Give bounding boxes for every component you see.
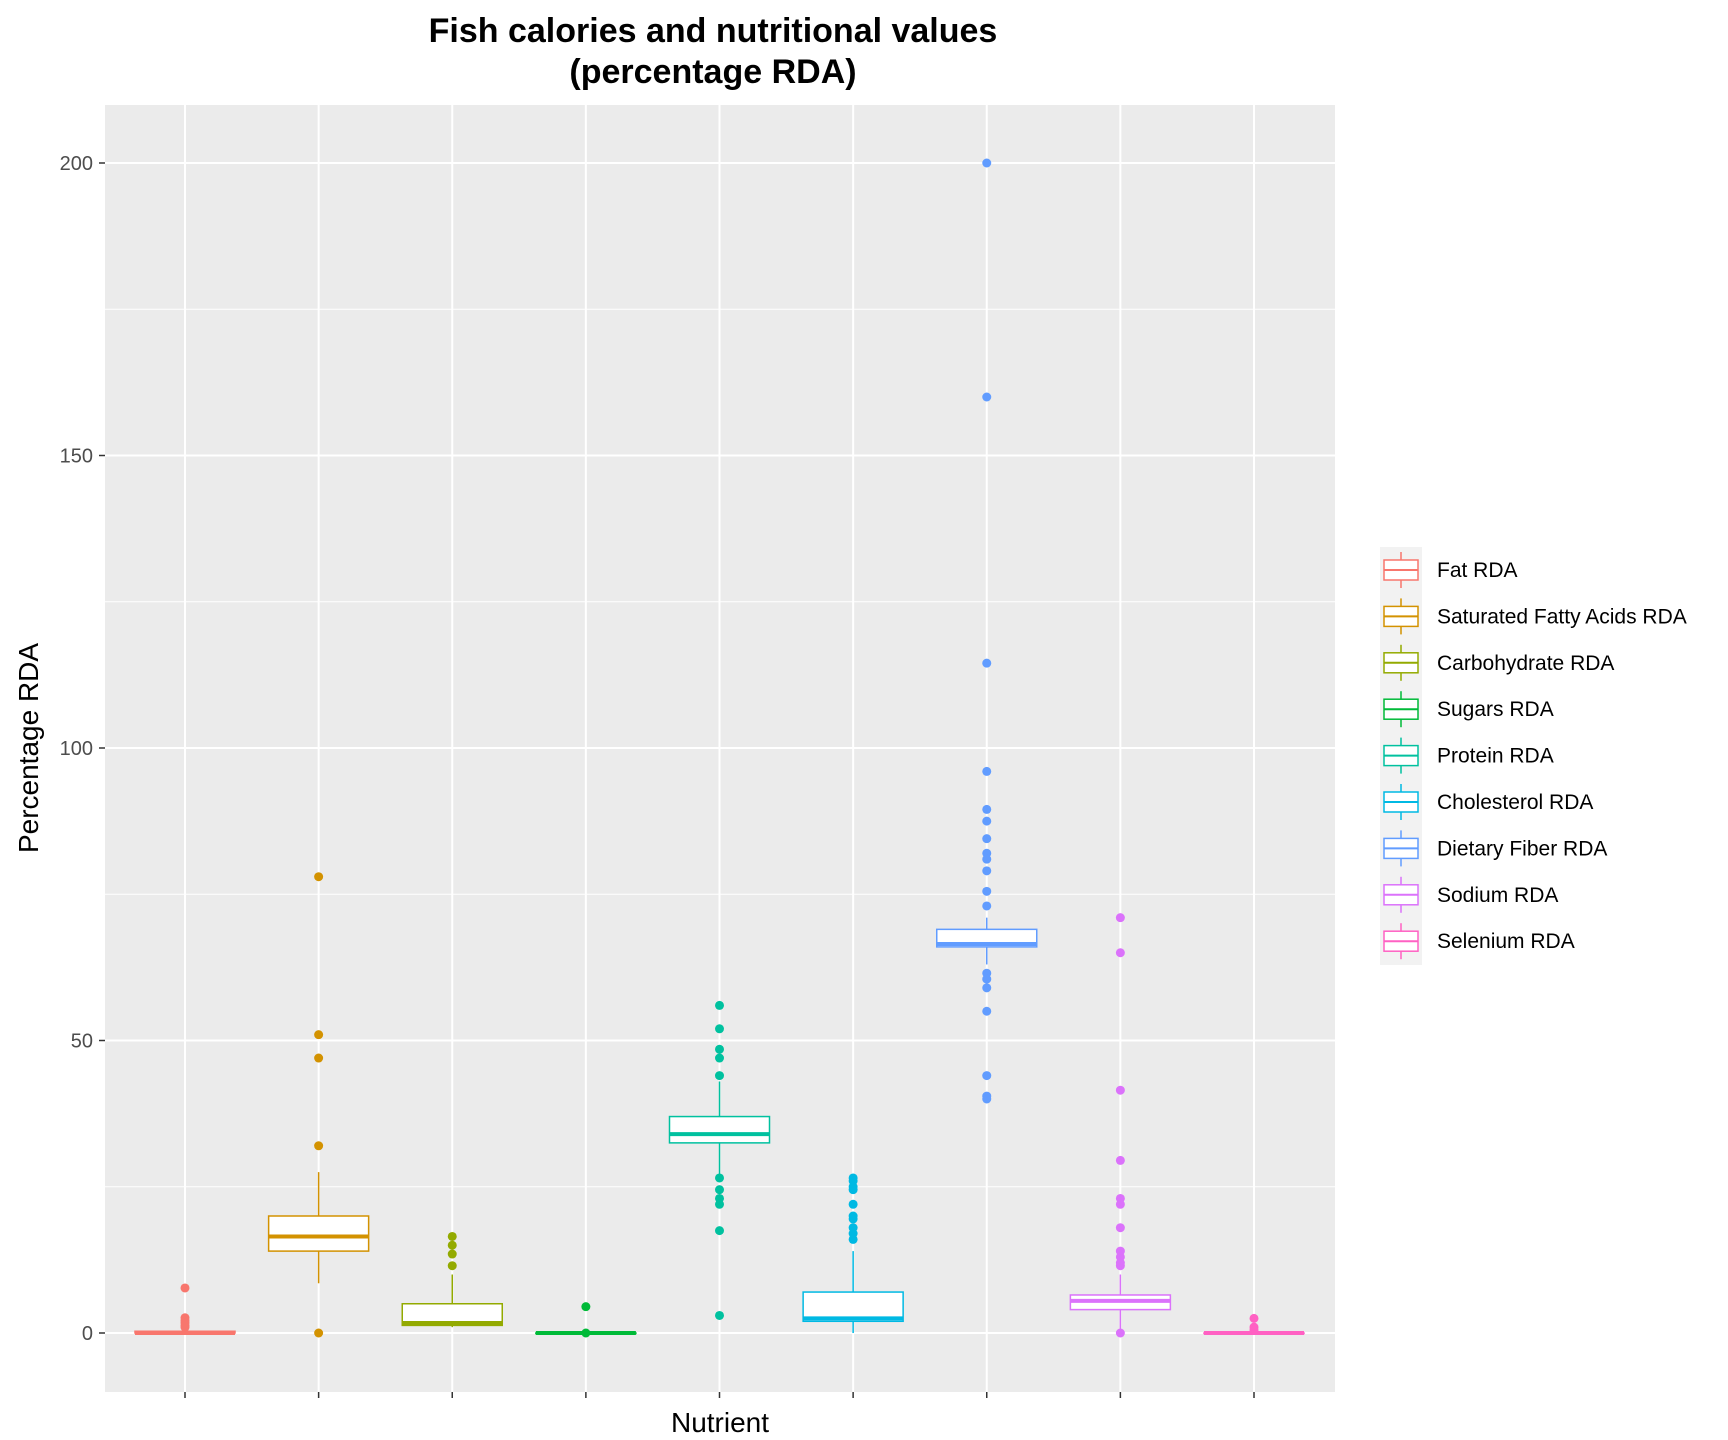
outlier-point (314, 1053, 324, 1063)
outlier-point (715, 1173, 724, 1183)
outlier-point (180, 1322, 190, 1332)
legend-label: Carbohydrate RDA (1437, 652, 1614, 675)
outlier-point (982, 974, 992, 984)
outlier-point (715, 1053, 724, 1063)
legend-item: Saturated Fatty Acids RDA (1383, 598, 1687, 635)
outlier-point (715, 1226, 724, 1236)
y-tick-label: 0 (82, 1323, 93, 1345)
legend-label: Selenium RDA (1437, 930, 1575, 953)
outlier-point (581, 1328, 591, 1338)
outlier-point (982, 886, 992, 896)
x-axis (184, 1392, 1255, 1398)
legend-item: Carbohydrate RDA (1383, 644, 1614, 681)
outlier-point (1115, 1328, 1125, 1338)
outlier-point (982, 1071, 992, 1081)
outlier-point (715, 1071, 724, 1081)
legend-label: Protein RDA (1437, 745, 1554, 768)
outlier-point (848, 1185, 858, 1195)
legend-label: Fat RDA (1437, 559, 1518, 582)
outlier-point (982, 866, 992, 876)
outlier-point (447, 1249, 457, 1259)
outlier-point (581, 1302, 591, 1312)
y-tick-label: 200 (60, 153, 93, 175)
outlier-point (982, 392, 992, 402)
outlier-point (715, 1024, 724, 1034)
legend-label: Cholesterol RDA (1437, 791, 1593, 814)
boxplot-sugars-rda (535, 1302, 637, 1338)
y-tick-label: 50 (71, 1031, 93, 1053)
outlier-point (1249, 1325, 1259, 1335)
box-iqr (267, 1215, 370, 1252)
outlier-point (1115, 1155, 1125, 1165)
outlier-point (314, 1030, 324, 1040)
legend-item: Fat RDA (1383, 552, 1518, 588)
outlier-point (1115, 1085, 1125, 1095)
boxplot-dietary-fiber-rda (936, 158, 1038, 1104)
boxplot-cholesterol-rda (802, 1173, 904, 1333)
outlier-point (982, 1094, 992, 1104)
outlier-point (982, 158, 992, 168)
y-axis-title: Percentage RDA (13, 643, 44, 853)
outlier-point (715, 1185, 724, 1195)
outlier-point (848, 1199, 858, 1209)
outlier-point (1115, 948, 1125, 958)
outlier-point (447, 1240, 457, 1250)
outlier-point (314, 872, 324, 882)
legend-item: Protein RDA (1383, 737, 1554, 774)
outlier-point (848, 1234, 858, 1244)
outlier-point (982, 658, 992, 668)
outlier-point (715, 1000, 724, 1010)
legend-item: Cholesterol RDA (1383, 784, 1593, 820)
boxplot-protein-rda (668, 1000, 771, 1320)
outlier-point (1115, 1223, 1125, 1233)
boxplot-fat-rda (134, 1283, 236, 1335)
legend-label: Dietary Fiber RDA (1437, 837, 1607, 860)
outlier-point (982, 816, 992, 826)
chart-title-line-2: (percentage RDA) (569, 53, 856, 91)
legend-label: Sodium RDA (1437, 884, 1558, 907)
boxplot-carbohydrate-rda (401, 1231, 503, 1328)
y-tick-label: 100 (60, 738, 93, 760)
legend-item: Sodium RDA (1383, 876, 1558, 913)
outlier-point (982, 983, 992, 993)
y-axis: 0 50 100 150 200 (60, 153, 105, 1345)
outlier-point (982, 834, 992, 844)
outlier-point (1115, 1199, 1125, 1209)
y-tick-label: 150 (60, 446, 93, 468)
outlier-point (1115, 913, 1125, 923)
outlier-point (848, 1214, 858, 1224)
x-axis-title: Nutrient (671, 1407, 769, 1438)
boxplot-saturated-fatty-acids-rda (267, 872, 370, 1338)
outlier-point (447, 1261, 457, 1271)
legend-item: Dietary Fiber RDA (1383, 830, 1607, 867)
outlier-point (314, 1141, 324, 1151)
box-iqr (668, 1115, 771, 1144)
outlier-point (715, 1199, 724, 1209)
outlier-point (982, 854, 992, 864)
outlier-point (982, 804, 992, 814)
boxplot-selenium-rda (1203, 1313, 1305, 1335)
outlier-point (314, 1328, 324, 1338)
outlier-point (1249, 1313, 1259, 1323)
legend-item: Sugars RDA (1383, 691, 1554, 728)
outlier-point (982, 901, 992, 911)
outlier-point (982, 1006, 992, 1016)
legend-label: Saturated Fatty Acids RDA (1437, 605, 1687, 628)
chart-title-line-1: Fish calories and nutritional values (429, 12, 998, 50)
outlier-point (1115, 1261, 1125, 1271)
outlier-point (180, 1283, 190, 1293)
box-iqr (401, 1303, 503, 1327)
outlier-point (447, 1231, 457, 1241)
legend-label: Sugars RDA (1437, 698, 1554, 721)
outlier-point (715, 1310, 724, 1320)
outlier-point (715, 1044, 724, 1054)
boxplots (134, 158, 1305, 1338)
legend: Fat RDA Saturated Fatty Acids RDA Carbohyd… (1380, 547, 1687, 965)
boxplot-sodium-rda (1069, 913, 1172, 1338)
outlier-point (982, 766, 992, 776)
legend-item: Selenium RDA (1383, 923, 1575, 960)
